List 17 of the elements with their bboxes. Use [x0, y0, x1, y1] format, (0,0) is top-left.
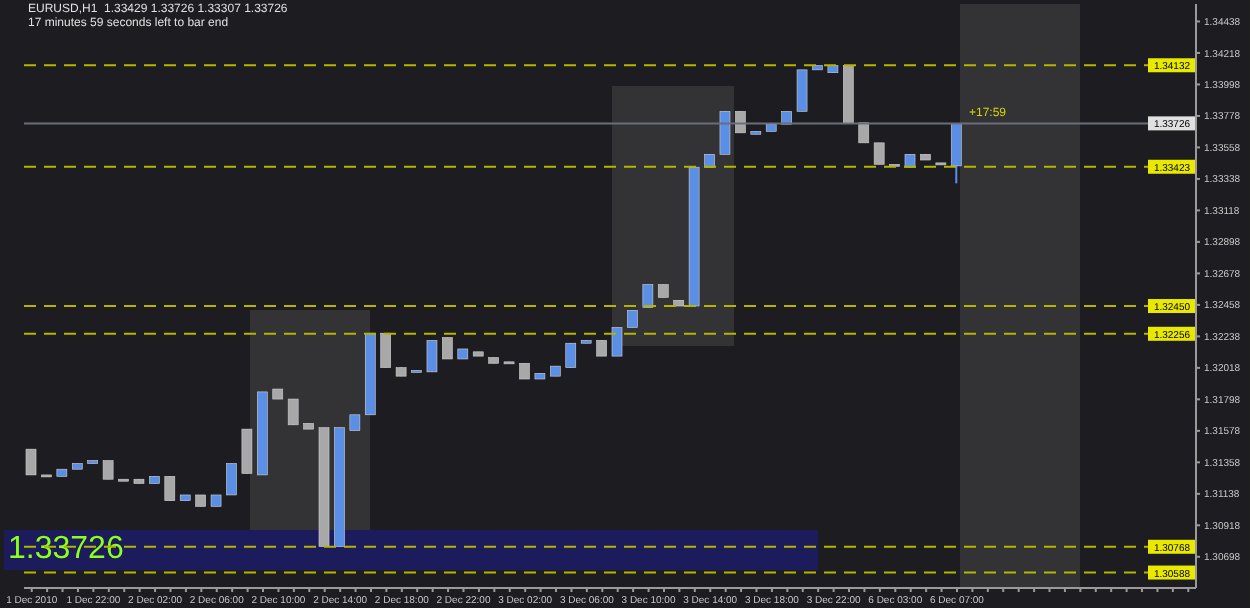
candlestick: [426, 339, 438, 373]
candlestick: [442, 336, 453, 360]
candlestick: [642, 283, 654, 309]
candlestick: [102, 459, 114, 481]
candlestick: [25, 448, 37, 476]
candlestick: [873, 141, 885, 166]
candlestick: [164, 475, 176, 502]
candlestick: [719, 110, 731, 156]
candlestick: [241, 428, 253, 475]
candlestick: [287, 398, 299, 426]
candlestick: [226, 462, 237, 496]
candlestick: [565, 342, 577, 369]
candlestick: [950, 122, 962, 185]
candlestick: [380, 332, 392, 369]
annotation: 1.33726: [8, 532, 124, 568]
candlestick: [611, 326, 623, 358]
candlestick: [796, 68, 808, 113]
